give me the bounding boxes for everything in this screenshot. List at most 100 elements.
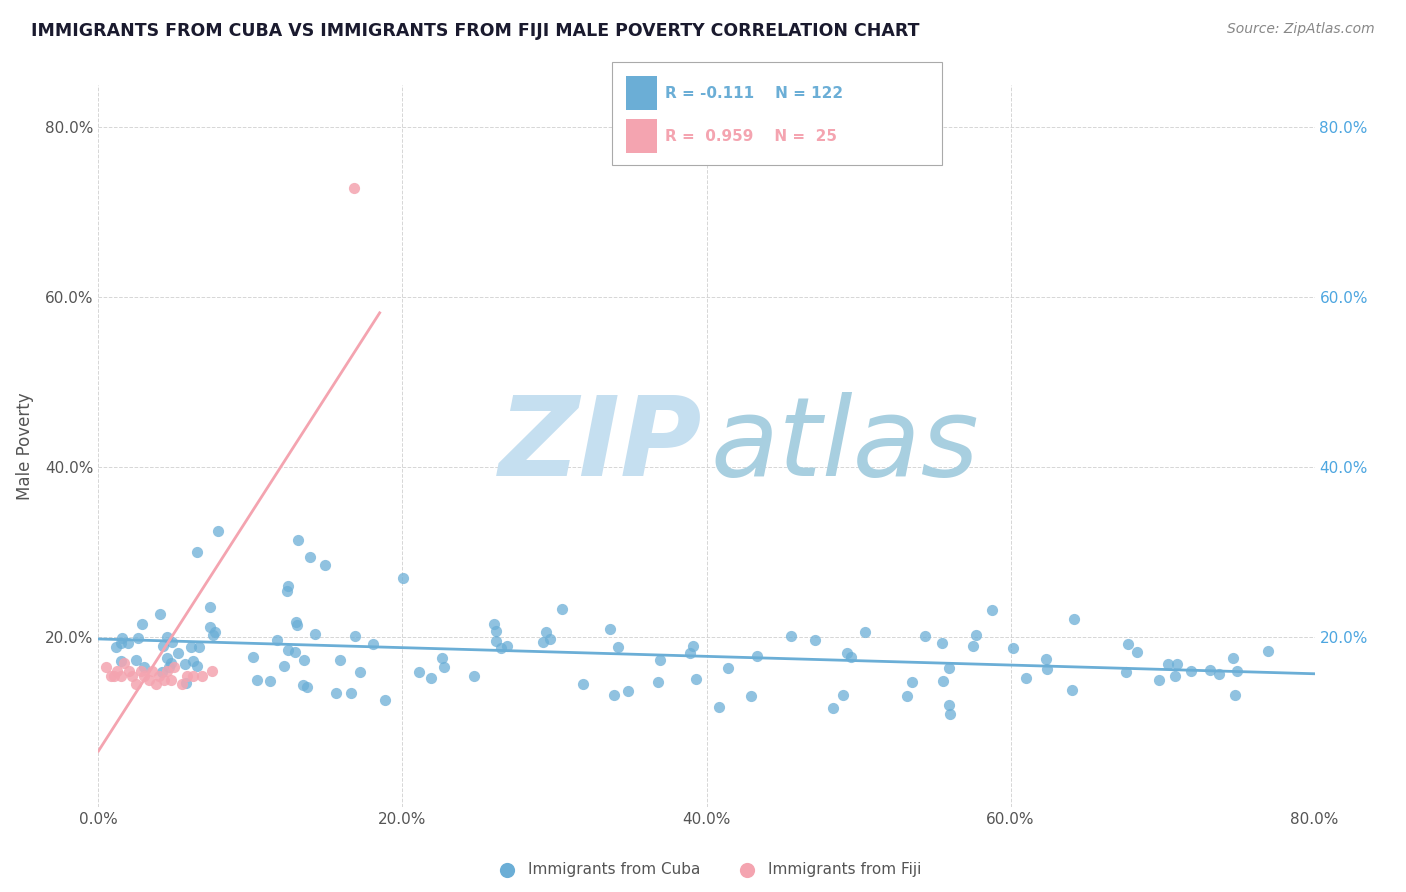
Point	[603, 689, 626, 703]
Point	[344, 629, 367, 643]
Point	[1163, 669, 1185, 683]
Point	[291, 677, 314, 691]
Point	[157, 659, 180, 673]
Point	[276, 583, 298, 598]
Point	[277, 643, 299, 657]
Point	[821, 700, 844, 714]
Text: R =  0.959    N =  25: R = 0.959 N = 25	[665, 128, 837, 144]
Point	[152, 639, 174, 653]
Point	[1226, 664, 1249, 678]
Point	[100, 668, 122, 682]
Point	[835, 647, 858, 661]
Point	[201, 665, 224, 679]
Point	[156, 630, 179, 644]
Point	[287, 533, 309, 547]
Point	[489, 640, 512, 655]
Point	[531, 635, 554, 649]
Point	[1257, 644, 1279, 658]
Point	[1222, 651, 1244, 665]
Point	[166, 646, 188, 660]
Point	[900, 675, 922, 690]
Point	[176, 668, 198, 682]
Point	[392, 571, 415, 585]
Point	[1157, 657, 1180, 672]
Point	[1166, 657, 1188, 671]
Point	[200, 620, 222, 634]
Point	[160, 635, 183, 649]
Point	[962, 639, 984, 653]
Point	[174, 675, 197, 690]
Point	[1147, 673, 1170, 687]
Point	[314, 558, 336, 572]
Point	[1180, 664, 1202, 678]
Point	[292, 653, 315, 667]
Point	[485, 624, 508, 638]
Point	[914, 629, 936, 643]
Legend: Immigrants from Cuba, Immigrants from Fiji: Immigrants from Cuba, Immigrants from Fi…	[485, 855, 928, 883]
Point	[94, 660, 117, 674]
Text: atlas: atlas	[710, 392, 979, 500]
Point	[485, 633, 508, 648]
Point	[170, 677, 193, 691]
Point	[201, 628, 224, 642]
Point	[149, 607, 172, 622]
Point	[932, 673, 955, 688]
Point	[482, 617, 505, 632]
Point	[538, 632, 561, 647]
Y-axis label: Male Poverty: Male Poverty	[15, 392, 34, 500]
Point	[277, 579, 299, 593]
Point	[134, 660, 156, 674]
Point	[839, 649, 862, 664]
Point	[1035, 651, 1057, 665]
Point	[183, 654, 205, 668]
Point	[349, 665, 371, 679]
Point	[1198, 663, 1220, 677]
Point	[650, 653, 672, 667]
Point	[148, 668, 170, 682]
Point	[408, 665, 430, 680]
Point	[295, 680, 318, 694]
Point	[181, 668, 204, 682]
Point	[361, 637, 384, 651]
Point	[259, 673, 281, 688]
Point	[647, 674, 669, 689]
Point	[242, 650, 264, 665]
Point	[745, 649, 768, 664]
Point	[204, 624, 226, 639]
Point	[200, 600, 222, 615]
Point	[1208, 666, 1230, 681]
Text: R = -0.111    N = 122: R = -0.111 N = 122	[665, 86, 844, 101]
Point	[939, 707, 962, 722]
Point	[740, 689, 762, 703]
Point	[186, 545, 208, 559]
Point	[896, 689, 918, 703]
Point	[679, 646, 702, 660]
Point	[571, 677, 593, 691]
Point	[285, 618, 308, 632]
Point	[118, 665, 141, 679]
Point	[160, 656, 183, 670]
Point	[246, 673, 269, 687]
Point	[298, 549, 321, 564]
Point	[682, 639, 704, 653]
Point	[432, 651, 454, 665]
Point	[125, 653, 148, 667]
Point	[853, 624, 876, 639]
Point	[173, 657, 195, 672]
Point	[617, 684, 640, 698]
Point	[110, 635, 132, 649]
Point	[152, 673, 174, 687]
Point	[685, 672, 707, 686]
Point	[188, 640, 211, 654]
Point	[981, 603, 1004, 617]
Point	[163, 660, 186, 674]
Point	[779, 629, 801, 643]
Point	[1126, 645, 1149, 659]
Point	[433, 660, 456, 674]
Point	[1225, 688, 1247, 702]
Point	[103, 668, 125, 682]
Point	[273, 658, 295, 673]
Point	[125, 677, 148, 691]
Point	[496, 639, 519, 653]
Point	[156, 651, 179, 665]
